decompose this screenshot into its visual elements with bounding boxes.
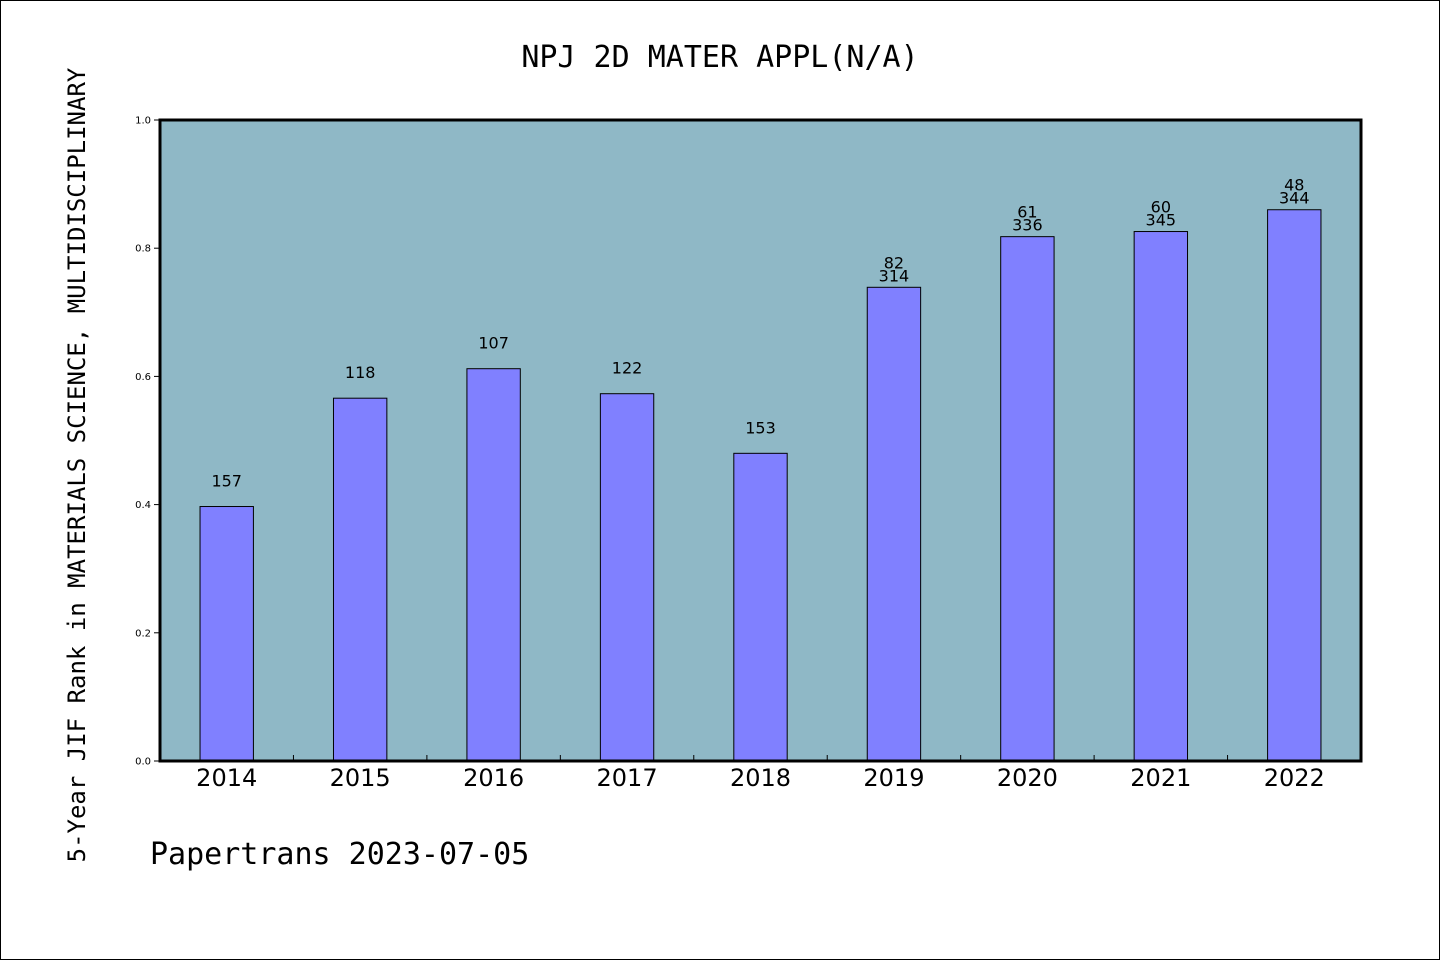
x-tick-label: 2022 bbox=[1264, 764, 1325, 792]
y-tick-label: 0.8 bbox=[135, 244, 151, 255]
bar-2014 bbox=[199, 506, 254, 762]
chart-title: NPJ 2D MATER APPL(N/A) bbox=[521, 40, 918, 75]
data-label-top: 48 bbox=[1284, 176, 1304, 195]
data-label: 153 bbox=[745, 418, 776, 437]
data-label-bottom: 344 bbox=[1279, 189, 1310, 208]
x-axis-ticks: 2014 2015 2016 2017 2018 2019 2020 2021 2022 bbox=[196, 755, 1325, 792]
data-label-bottom: 314 bbox=[879, 266, 910, 285]
y-tick-label: 0.4 bbox=[135, 500, 151, 511]
data-label-top: 60 bbox=[1151, 198, 1171, 217]
x-tick-label: 2020 bbox=[997, 764, 1058, 792]
x-tick-label: 2015 bbox=[330, 764, 391, 792]
data-label: 118 bbox=[345, 363, 376, 382]
x-tick-label: 2019 bbox=[863, 764, 924, 792]
bars bbox=[199, 209, 1322, 762]
bar-2021 bbox=[1133, 231, 1189, 762]
data-label-top: 61 bbox=[1017, 203, 1037, 222]
bar-2017 bbox=[599, 393, 655, 762]
plot-border bbox=[158, 118, 1363, 763]
data-label-bottom: 336 bbox=[1012, 216, 1043, 235]
bar-2018 bbox=[733, 452, 788, 762]
bar-2016 bbox=[466, 368, 521, 762]
bar-2020 bbox=[1000, 236, 1055, 762]
data-label-bottom: 345 bbox=[1146, 211, 1177, 230]
data-label: 122 bbox=[612, 359, 643, 378]
y-tick-label: 1.0 bbox=[135, 116, 151, 127]
y-tick-label: 0.6 bbox=[135, 372, 151, 383]
y-axis-label: 5-Year JIF Rank in MATERIALS SCIENCE, MU… bbox=[63, 67, 91, 862]
x-tick-label: 2016 bbox=[463, 764, 524, 792]
x-tick-label: 2014 bbox=[196, 764, 257, 792]
footer-text: Papertrans 2023-07-05 bbox=[150, 837, 529, 872]
bar-2022 bbox=[1267, 209, 1322, 762]
data-label-top: 82 bbox=[884, 253, 904, 272]
data-label: 157 bbox=[211, 472, 242, 491]
y-axis-ticks: 0.0 0.2 0.4 0.6 0.8 1.0 bbox=[135, 116, 160, 768]
y-tick-label: 0.0 bbox=[135, 757, 151, 768]
x-tick-label: 2021 bbox=[1130, 764, 1191, 792]
bar-2019 bbox=[866, 286, 922, 762]
bar-2015 bbox=[332, 397, 388, 762]
x-tick-label: 2018 bbox=[730, 764, 791, 792]
x-tick-label: 2017 bbox=[597, 764, 658, 792]
y-tick-label: 0.2 bbox=[135, 628, 151, 639]
data-label: 107 bbox=[478, 334, 509, 353]
